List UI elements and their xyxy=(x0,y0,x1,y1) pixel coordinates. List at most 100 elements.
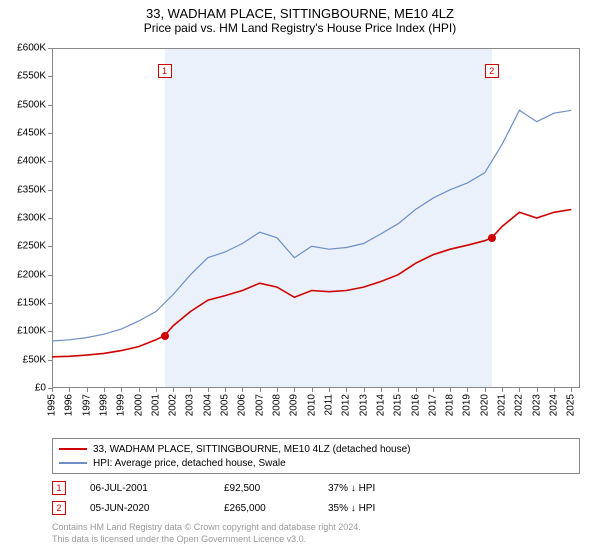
x-tick-mark xyxy=(52,388,53,392)
transaction-pct: 37% ↓ HPI xyxy=(328,483,428,494)
x-tick-label: 2002 xyxy=(168,394,179,416)
x-tick-mark xyxy=(571,388,572,392)
x-tick-label: 2010 xyxy=(306,394,317,416)
transaction-point xyxy=(488,234,496,242)
x-tick-label: 2021 xyxy=(497,394,508,416)
x-tick-label: 2013 xyxy=(358,394,369,416)
legend-label: HPI: Average price, detached house, Swal… xyxy=(93,458,286,469)
x-axis: 1995199619971998199920002001200220032004… xyxy=(52,388,580,434)
chart-plot-area: 12 xyxy=(52,48,580,388)
transaction-date: 06-JUL-2001 xyxy=(90,483,200,494)
x-tick-mark xyxy=(312,388,313,392)
x-tick-label: 2007 xyxy=(254,394,265,416)
chart-lines xyxy=(52,48,580,388)
transaction-price: £92,500 xyxy=(224,483,304,494)
x-tick-mark xyxy=(190,388,191,392)
y-tick-label: £50K xyxy=(23,354,46,365)
legend-item: 33, WADHAM PLACE, SITTINGBOURNE, ME10 4L… xyxy=(59,442,573,456)
x-tick-mark xyxy=(433,388,434,392)
y-tick-label: £200K xyxy=(17,269,46,280)
x-tick-mark xyxy=(537,388,538,392)
y-tick-label: £500K xyxy=(17,99,46,110)
x-tick-mark xyxy=(346,388,347,392)
x-tick-label: 1999 xyxy=(116,394,127,416)
x-tick-mark xyxy=(294,388,295,392)
transaction-marker-icon: 2 xyxy=(52,501,66,515)
x-tick-mark xyxy=(364,388,365,392)
x-tick-label: 2023 xyxy=(531,394,542,416)
y-tick-label: £0 xyxy=(35,383,46,394)
y-tick-label: £350K xyxy=(17,184,46,195)
x-tick-label: 2014 xyxy=(375,394,386,416)
legend: 33, WADHAM PLACE, SITTINGBOURNE, ME10 4L… xyxy=(52,438,580,474)
x-tick-mark xyxy=(104,388,105,392)
x-tick-mark xyxy=(69,388,70,392)
x-tick-label: 2019 xyxy=(462,394,473,416)
transaction-row: 106-JUL-2001£92,50037% ↓ HPI xyxy=(52,478,580,498)
x-tick-mark xyxy=(87,388,88,392)
legend-item: HPI: Average price, detached house, Swal… xyxy=(59,456,573,470)
x-tick-mark xyxy=(242,388,243,392)
x-tick-mark xyxy=(329,388,330,392)
x-tick-mark xyxy=(467,388,468,392)
x-tick-label: 2018 xyxy=(445,394,456,416)
transaction-marker: 1 xyxy=(158,64,172,78)
x-tick-label: 2008 xyxy=(272,394,283,416)
x-tick-mark xyxy=(156,388,157,392)
chart-subtitle: Price paid vs. HM Land Registry's House … xyxy=(0,21,600,39)
series-line-price_paid xyxy=(52,210,571,357)
chart-title: 33, WADHAM PLACE, SITTINGBOURNE, ME10 4L… xyxy=(0,0,600,21)
x-tick-mark xyxy=(225,388,226,392)
x-tick-mark xyxy=(398,388,399,392)
x-tick-label: 2015 xyxy=(393,394,404,416)
x-tick-label: 2009 xyxy=(289,394,300,416)
x-tick-label: 2000 xyxy=(133,394,144,416)
x-tick-label: 2016 xyxy=(410,394,421,416)
x-tick-mark xyxy=(260,388,261,392)
legend-label: 33, WADHAM PLACE, SITTINGBOURNE, ME10 4L… xyxy=(93,444,411,455)
y-tick-label: £400K xyxy=(17,156,46,167)
transaction-price: £265,000 xyxy=(224,503,304,514)
x-tick-label: 1998 xyxy=(98,394,109,416)
transactions-table: 106-JUL-2001£92,50037% ↓ HPI205-JUN-2020… xyxy=(52,478,580,518)
y-tick-label: £250K xyxy=(17,241,46,252)
y-tick-label: £450K xyxy=(17,128,46,139)
transaction-date: 05-JUN-2020 xyxy=(90,503,200,514)
y-tick-label: £100K xyxy=(17,326,46,337)
footer-line: Contains HM Land Registry data © Crown c… xyxy=(52,522,580,534)
y-tick-label: £150K xyxy=(17,298,46,309)
transaction-marker: 2 xyxy=(485,64,499,78)
y-axis: £0£50K£100K£150K£200K£250K£300K£350K£400… xyxy=(0,48,52,388)
x-tick-label: 2003 xyxy=(185,394,196,416)
x-tick-label: 2006 xyxy=(237,394,248,416)
x-tick-label: 1997 xyxy=(81,394,92,416)
x-tick-mark xyxy=(554,388,555,392)
footer-attribution: Contains HM Land Registry data © Crown c… xyxy=(52,522,580,545)
transaction-pct: 35% ↓ HPI xyxy=(328,503,428,514)
transaction-row: 2 05-JUN-2020 £265,000 35% ↓ HPI xyxy=(52,498,580,518)
x-tick-label: 2020 xyxy=(479,394,490,416)
x-tick-mark xyxy=(173,388,174,392)
x-tick-mark xyxy=(208,388,209,392)
x-tick-label: 2012 xyxy=(341,394,352,416)
x-tick-mark xyxy=(502,388,503,392)
y-tick-label: £550K xyxy=(17,71,46,82)
x-tick-label: 2011 xyxy=(323,394,334,416)
x-tick-label: 2005 xyxy=(220,394,231,416)
x-tick-label: 2017 xyxy=(427,394,438,416)
x-tick-mark xyxy=(277,388,278,392)
legend-swatch xyxy=(59,462,87,464)
x-tick-mark xyxy=(485,388,486,392)
y-tick-label: £600K xyxy=(17,43,46,54)
x-tick-label: 1995 xyxy=(47,394,58,416)
x-tick-mark xyxy=(381,388,382,392)
x-tick-label: 2025 xyxy=(566,394,577,416)
series-line-hpi xyxy=(52,110,571,341)
x-tick-label: 1996 xyxy=(64,394,75,416)
x-tick-mark xyxy=(450,388,451,392)
x-tick-label: 2004 xyxy=(202,394,213,416)
x-tick-mark xyxy=(139,388,140,392)
x-tick-label: 2022 xyxy=(514,394,525,416)
x-tick-mark xyxy=(519,388,520,392)
x-tick-mark xyxy=(416,388,417,392)
